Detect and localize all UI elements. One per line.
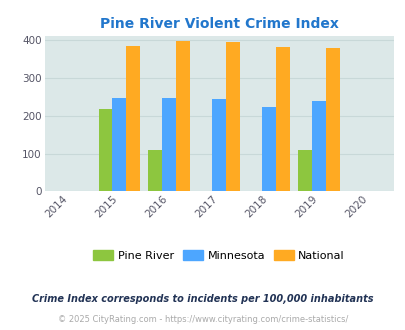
Bar [176, 41, 190, 191]
Bar [311, 101, 325, 191]
Bar [162, 98, 176, 191]
Bar [126, 46, 140, 191]
Bar [262, 107, 275, 191]
Bar [275, 47, 289, 191]
Bar [297, 150, 311, 191]
Bar [148, 150, 162, 191]
Text: © 2025 CityRating.com - https://www.cityrating.com/crime-statistics/: © 2025 CityRating.com - https://www.city… [58, 315, 347, 324]
Text: Crime Index corresponds to incidents per 100,000 inhabitants: Crime Index corresponds to incidents per… [32, 294, 373, 304]
Bar [212, 99, 226, 191]
Bar [98, 109, 112, 191]
Bar [112, 98, 126, 191]
Bar [226, 42, 240, 191]
Legend: Pine River, Minnesota, National: Pine River, Minnesota, National [90, 247, 347, 264]
Bar [325, 48, 339, 191]
Title: Pine River Violent Crime Index: Pine River Violent Crime Index [100, 17, 338, 31]
